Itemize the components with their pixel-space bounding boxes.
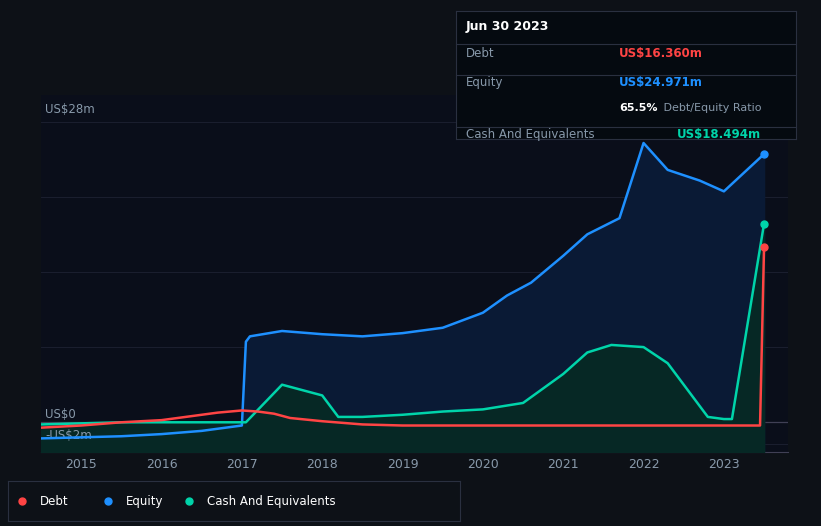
Text: US$18.494m: US$18.494m [677,128,761,141]
Text: 65.5%: 65.5% [619,103,658,113]
Text: US$28m: US$28m [45,103,94,116]
Text: Equity: Equity [126,494,163,508]
Text: US$16.360m: US$16.360m [619,47,703,59]
Text: Cash And Equivalents: Cash And Equivalents [466,128,594,141]
Text: Equity: Equity [466,76,503,89]
Text: Debt: Debt [466,47,494,59]
Text: US$0: US$0 [45,408,76,421]
Text: Jun 30 2023: Jun 30 2023 [466,19,549,33]
Text: -US$2m: -US$2m [45,429,92,442]
Text: Debt: Debt [40,494,68,508]
Text: Debt/Equity Ratio: Debt/Equity Ratio [660,103,762,113]
Text: US$24.971m: US$24.971m [619,76,703,89]
Text: Cash And Equivalents: Cash And Equivalents [207,494,336,508]
